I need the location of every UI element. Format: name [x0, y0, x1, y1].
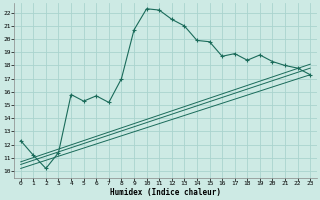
X-axis label: Humidex (Indice chaleur): Humidex (Indice chaleur): [110, 188, 221, 197]
